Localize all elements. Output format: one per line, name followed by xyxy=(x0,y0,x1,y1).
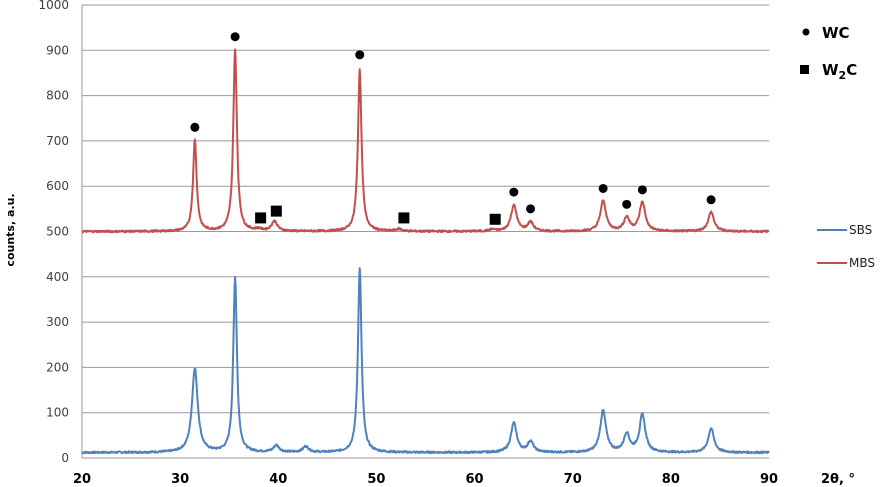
phase-markers xyxy=(190,32,716,225)
wc-marker-icon xyxy=(190,122,200,132)
y-tick-label: 600 xyxy=(46,179,69,193)
w2c-marker-icon xyxy=(270,205,282,217)
wc-marker-icon xyxy=(526,204,536,214)
x-tick-label: 40 xyxy=(269,472,287,487)
x-axis-ticks: 20 30 40 50 60 70 80 90 xyxy=(73,472,778,487)
y-tick-label: 400 xyxy=(46,270,69,284)
x-tick-label: 80 xyxy=(662,472,680,487)
y-tick-label: 700 xyxy=(46,134,69,148)
x-tick-label: 60 xyxy=(466,472,484,487)
series-legend: SBS MBS xyxy=(817,223,875,270)
wc-marker-icon xyxy=(355,50,365,60)
series-line-mbs xyxy=(81,48,770,234)
series-lines xyxy=(81,48,770,455)
wc-marker-icon xyxy=(622,199,632,209)
x-tick-label: 70 xyxy=(564,472,582,487)
x-axis-title: 2θ, ° xyxy=(821,472,855,487)
phase-label-w2c: W2C xyxy=(822,61,857,82)
series-line-sbs xyxy=(81,267,770,455)
wc-marker-icon xyxy=(509,187,519,197)
x-tick-label: 50 xyxy=(367,472,385,487)
y-tick-label: 100 xyxy=(46,406,69,420)
wc-dot-icon xyxy=(802,28,810,36)
x-tick-label: 30 xyxy=(171,472,189,487)
x-tick-label: 20 xyxy=(73,472,91,487)
legend-mbs-label: MBS xyxy=(849,256,875,270)
y-axis-ticks: 0 100 200 300 400 500 600 700 800 900 1000 xyxy=(38,0,69,465)
w2c-marker-icon xyxy=(489,213,501,225)
wc-marker-icon xyxy=(637,185,647,195)
phase-label-wc: WC xyxy=(822,24,850,42)
w2c-square-icon xyxy=(800,65,809,74)
y-tick-label: 0 xyxy=(61,451,69,465)
wc-marker-icon xyxy=(230,32,240,42)
w2c-marker-icon xyxy=(255,212,267,224)
y-tick-label: 200 xyxy=(46,360,69,374)
wc-marker-icon xyxy=(598,183,608,193)
x-tick-label: 90 xyxy=(760,472,778,487)
y-tick-label: 500 xyxy=(46,225,69,239)
y-tick-label: 800 xyxy=(46,89,69,103)
w2c-marker-icon xyxy=(398,212,410,224)
y-tick-label: 900 xyxy=(46,43,69,57)
phase-legend: WC W2C xyxy=(800,24,857,82)
y-tick-label: 1000 xyxy=(38,0,69,12)
y-axis-title: counts, a.u. xyxy=(4,193,17,266)
legend-sbs-label: SBS xyxy=(849,223,872,237)
wc-marker-icon xyxy=(706,195,716,205)
y-tick-label: 300 xyxy=(46,315,69,329)
